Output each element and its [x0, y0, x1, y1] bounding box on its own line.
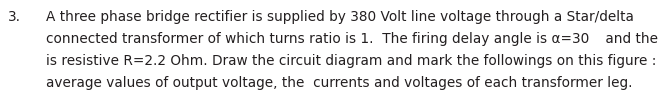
Text: A three phase bridge rectifier is supplied by 380 Volt line voltage through a St: A three phase bridge rectifier is suppli… [46, 10, 634, 24]
Text: and the load: and the load [601, 32, 660, 46]
Text: average values of output voltage, the  currents and voltages of each transformer: average values of output voltage, the cu… [46, 76, 632, 90]
Text: is resistive R=2.2 Ohm. Draw the circuit diagram and mark the followings on this: is resistive R=2.2 Ohm. Draw the circuit… [46, 54, 657, 68]
Text: 3.: 3. [8, 10, 21, 24]
Text: connected transformer of which turns ratio is 1.  The firing delay angle is α=30: connected transformer of which turns rat… [46, 32, 589, 46]
